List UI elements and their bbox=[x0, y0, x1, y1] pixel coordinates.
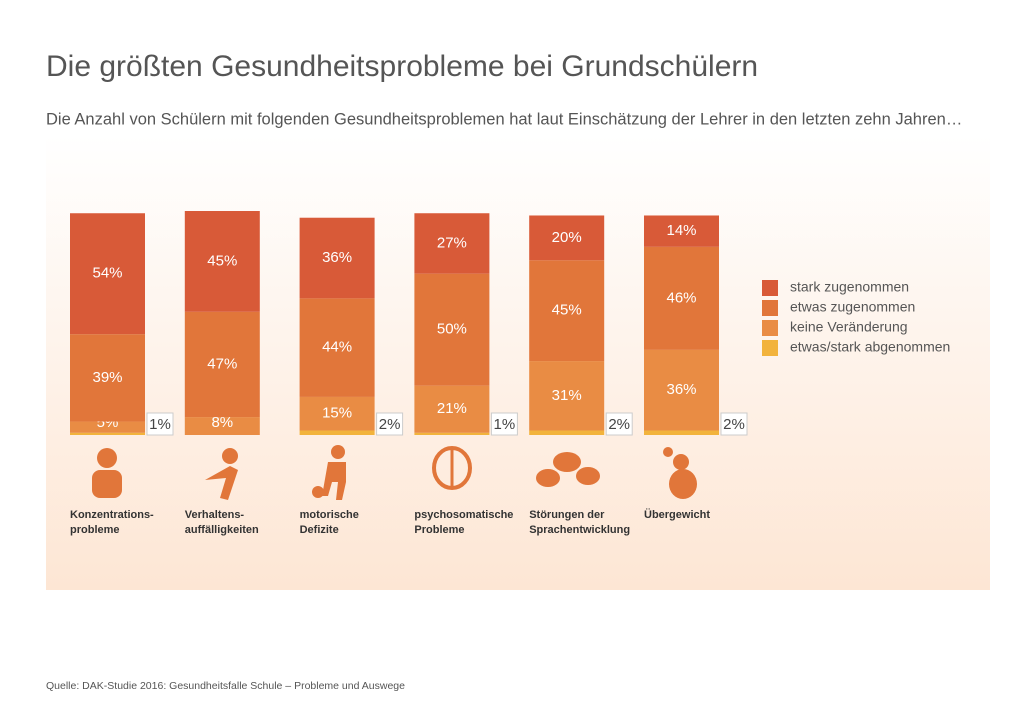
value-label: 15% bbox=[322, 405, 352, 422]
bar-segment bbox=[529, 260, 605, 362]
label-box bbox=[376, 412, 404, 436]
value-label: 44% bbox=[322, 339, 352, 356]
value-label: 47% bbox=[207, 355, 237, 372]
category-label: Störungen der Sprachentwicklung bbox=[529, 509, 631, 536]
value-label: 45% bbox=[207, 252, 237, 269]
bar-segment bbox=[299, 217, 375, 299]
value-label: 31% bbox=[552, 387, 582, 404]
category-label: Übergewicht bbox=[644, 509, 711, 521]
bar-segment bbox=[644, 430, 719, 435]
value-label: 36% bbox=[666, 381, 696, 398]
bar-segment bbox=[299, 396, 375, 431]
bar-segment bbox=[70, 213, 145, 335]
bar-segment bbox=[644, 215, 719, 247]
bar-segment bbox=[70, 432, 145, 435]
value-label: 27% bbox=[437, 234, 467, 251]
value-label: 2% bbox=[723, 416, 745, 433]
value-label: 1% bbox=[494, 416, 516, 433]
value-label: 36% bbox=[322, 249, 352, 266]
bar-segment bbox=[184, 211, 260, 312]
chart-subtitle: Die Anzahl von Schülern mit folgenden Ge… bbox=[46, 110, 962, 128]
legend-swatch bbox=[762, 340, 778, 356]
bar-segment bbox=[70, 334, 145, 422]
bar-segment bbox=[184, 311, 260, 418]
legend-swatch bbox=[762, 320, 778, 336]
bar-segment bbox=[299, 430, 375, 435]
legend-label: etwas zugenommen bbox=[790, 299, 915, 315]
bar-segment bbox=[529, 215, 605, 261]
value-label: 50% bbox=[437, 321, 467, 338]
value-label: 46% bbox=[666, 289, 696, 306]
legend-label: keine Veränderung bbox=[790, 319, 908, 335]
bar-segment bbox=[414, 273, 490, 386]
bar-segment bbox=[414, 385, 490, 433]
value-label: 1% bbox=[149, 416, 171, 433]
bar-segment bbox=[414, 213, 490, 274]
bar-segment bbox=[644, 349, 719, 431]
bar-segment bbox=[70, 421, 145, 433]
bar-segment bbox=[299, 298, 375, 397]
icons bbox=[92, 445, 697, 500]
label-box bbox=[605, 412, 633, 436]
category-label: Konzentrations- probleme bbox=[70, 509, 154, 536]
value-label: 21% bbox=[437, 400, 467, 417]
legend-label: etwas/stark abgenommen bbox=[790, 339, 950, 355]
chart-title: Die größten Gesundheitsprobleme bei Grun… bbox=[46, 50, 758, 83]
bar-segment bbox=[529, 430, 605, 435]
legend-swatch bbox=[762, 280, 778, 296]
bar-segment bbox=[644, 246, 719, 350]
value-label: 45% bbox=[552, 302, 582, 319]
category-label: psychosomatische Probleme bbox=[414, 509, 514, 536]
bar-segment bbox=[529, 361, 605, 431]
legend-swatch bbox=[762, 300, 778, 316]
value-label: 39% bbox=[92, 369, 122, 386]
legend-label: stark zugenommen bbox=[790, 279, 909, 295]
value-label: 2% bbox=[379, 416, 401, 433]
category-label: motorische Defizite bbox=[299, 509, 359, 536]
value-label: 14% bbox=[666, 222, 696, 239]
value-label: 20% bbox=[552, 229, 582, 246]
label-box bbox=[146, 412, 174, 436]
label-box bbox=[490, 412, 518, 436]
bar-segment bbox=[414, 432, 490, 435]
label-box bbox=[720, 412, 748, 436]
value-label: 8% bbox=[211, 414, 233, 431]
source: Quelle: DAK-Studie 2016: Gesundheitsfall… bbox=[46, 680, 405, 692]
category-label: Verhaltens- auffälligkeiten bbox=[184, 509, 259, 536]
value-label: 2% bbox=[608, 416, 630, 433]
bar-segment bbox=[184, 417, 260, 435]
value-label: 54% bbox=[92, 265, 122, 282]
